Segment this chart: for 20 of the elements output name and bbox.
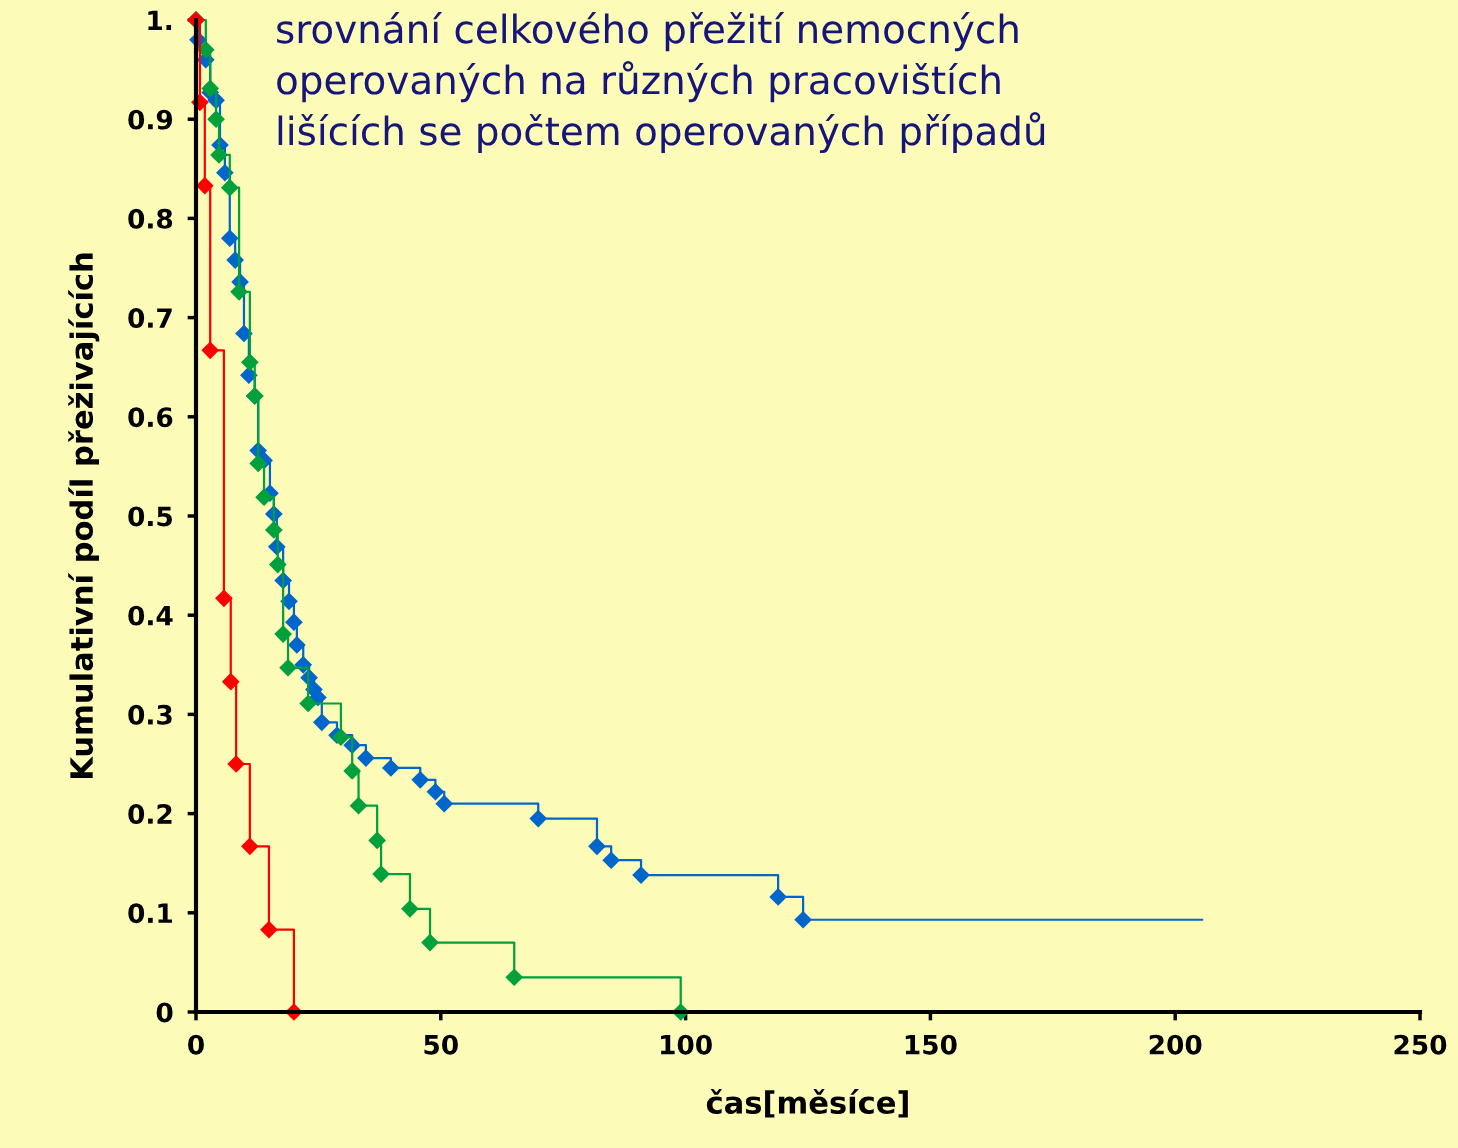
y-tick-label: 0 [156,1002,173,1023]
x-tick-label: 150 [905,1034,957,1055]
y-tick-label: 0.7 [128,308,172,328]
text: srovnání celkového přežití nemocných operovaných na různých pracovištích lišících se počtem operovaných případů [277,12,1045,154]
y-tick-label: 0.9 [128,109,173,130]
y-tick-label: 0.6 [128,407,173,428]
y-axis-title: Kumulativní podíl přeživajících [68,253,100,779]
x-tick-label: 100 [661,1034,712,1055]
y-tick-label: 0.2 [128,804,172,824]
y-tick-label: 0.3 [128,704,172,725]
x-tick-label: 50 [424,1034,458,1055]
y-tick-label: 0.8 [128,208,173,229]
y-tick-label: 1. [148,10,172,31]
x-tick-label: 200 [1149,1034,1202,1055]
y-tick-label: 0.1 [128,903,172,924]
x-axis-title: čas[měsíce] [706,1089,908,1118]
x-tick-label: 250 [1394,1034,1447,1055]
x-tick-label: 0 [188,1034,204,1055]
y-tick-label: 0.5 [128,506,172,527]
y-tick-label: 0.4 [128,605,173,626]
